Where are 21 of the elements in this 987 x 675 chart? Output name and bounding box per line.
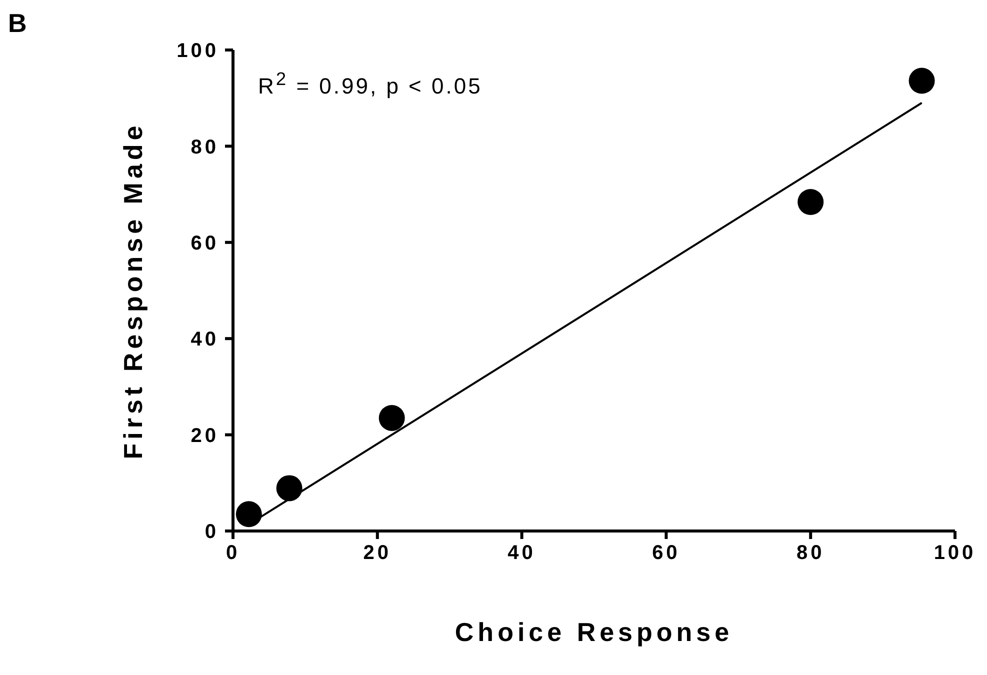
x-tick-label: 100 [934, 542, 976, 564]
y-tick-label: 20 [190, 424, 219, 447]
x-tick-label: 60 [652, 542, 680, 564]
x-tick-label: 40 [508, 542, 536, 564]
point [908, 68, 935, 94]
y-tick-label: 60 [190, 232, 219, 254]
point [798, 188, 824, 215]
annotation: R$^{2}$ = 0.99, p < 0.05 [258, 68, 482, 100]
point [276, 475, 302, 502]
y-tick-label: 100 [176, 40, 219, 62]
x-tick-label: 80 [796, 542, 825, 564]
y-tick-label: 0 [204, 521, 219, 544]
x-axis-title: Choice Response [454, 617, 734, 647]
text: B [8, 8, 27, 39]
y-tick-label: 80 [190, 136, 219, 158]
y-tick-label: 40 [190, 328, 219, 351]
point [378, 404, 405, 431]
x-tick-label: 0 [226, 542, 240, 564]
y-axis-title: First Response Made [118, 122, 148, 460]
x-tick-label: 20 [363, 542, 392, 564]
point [236, 501, 262, 528]
